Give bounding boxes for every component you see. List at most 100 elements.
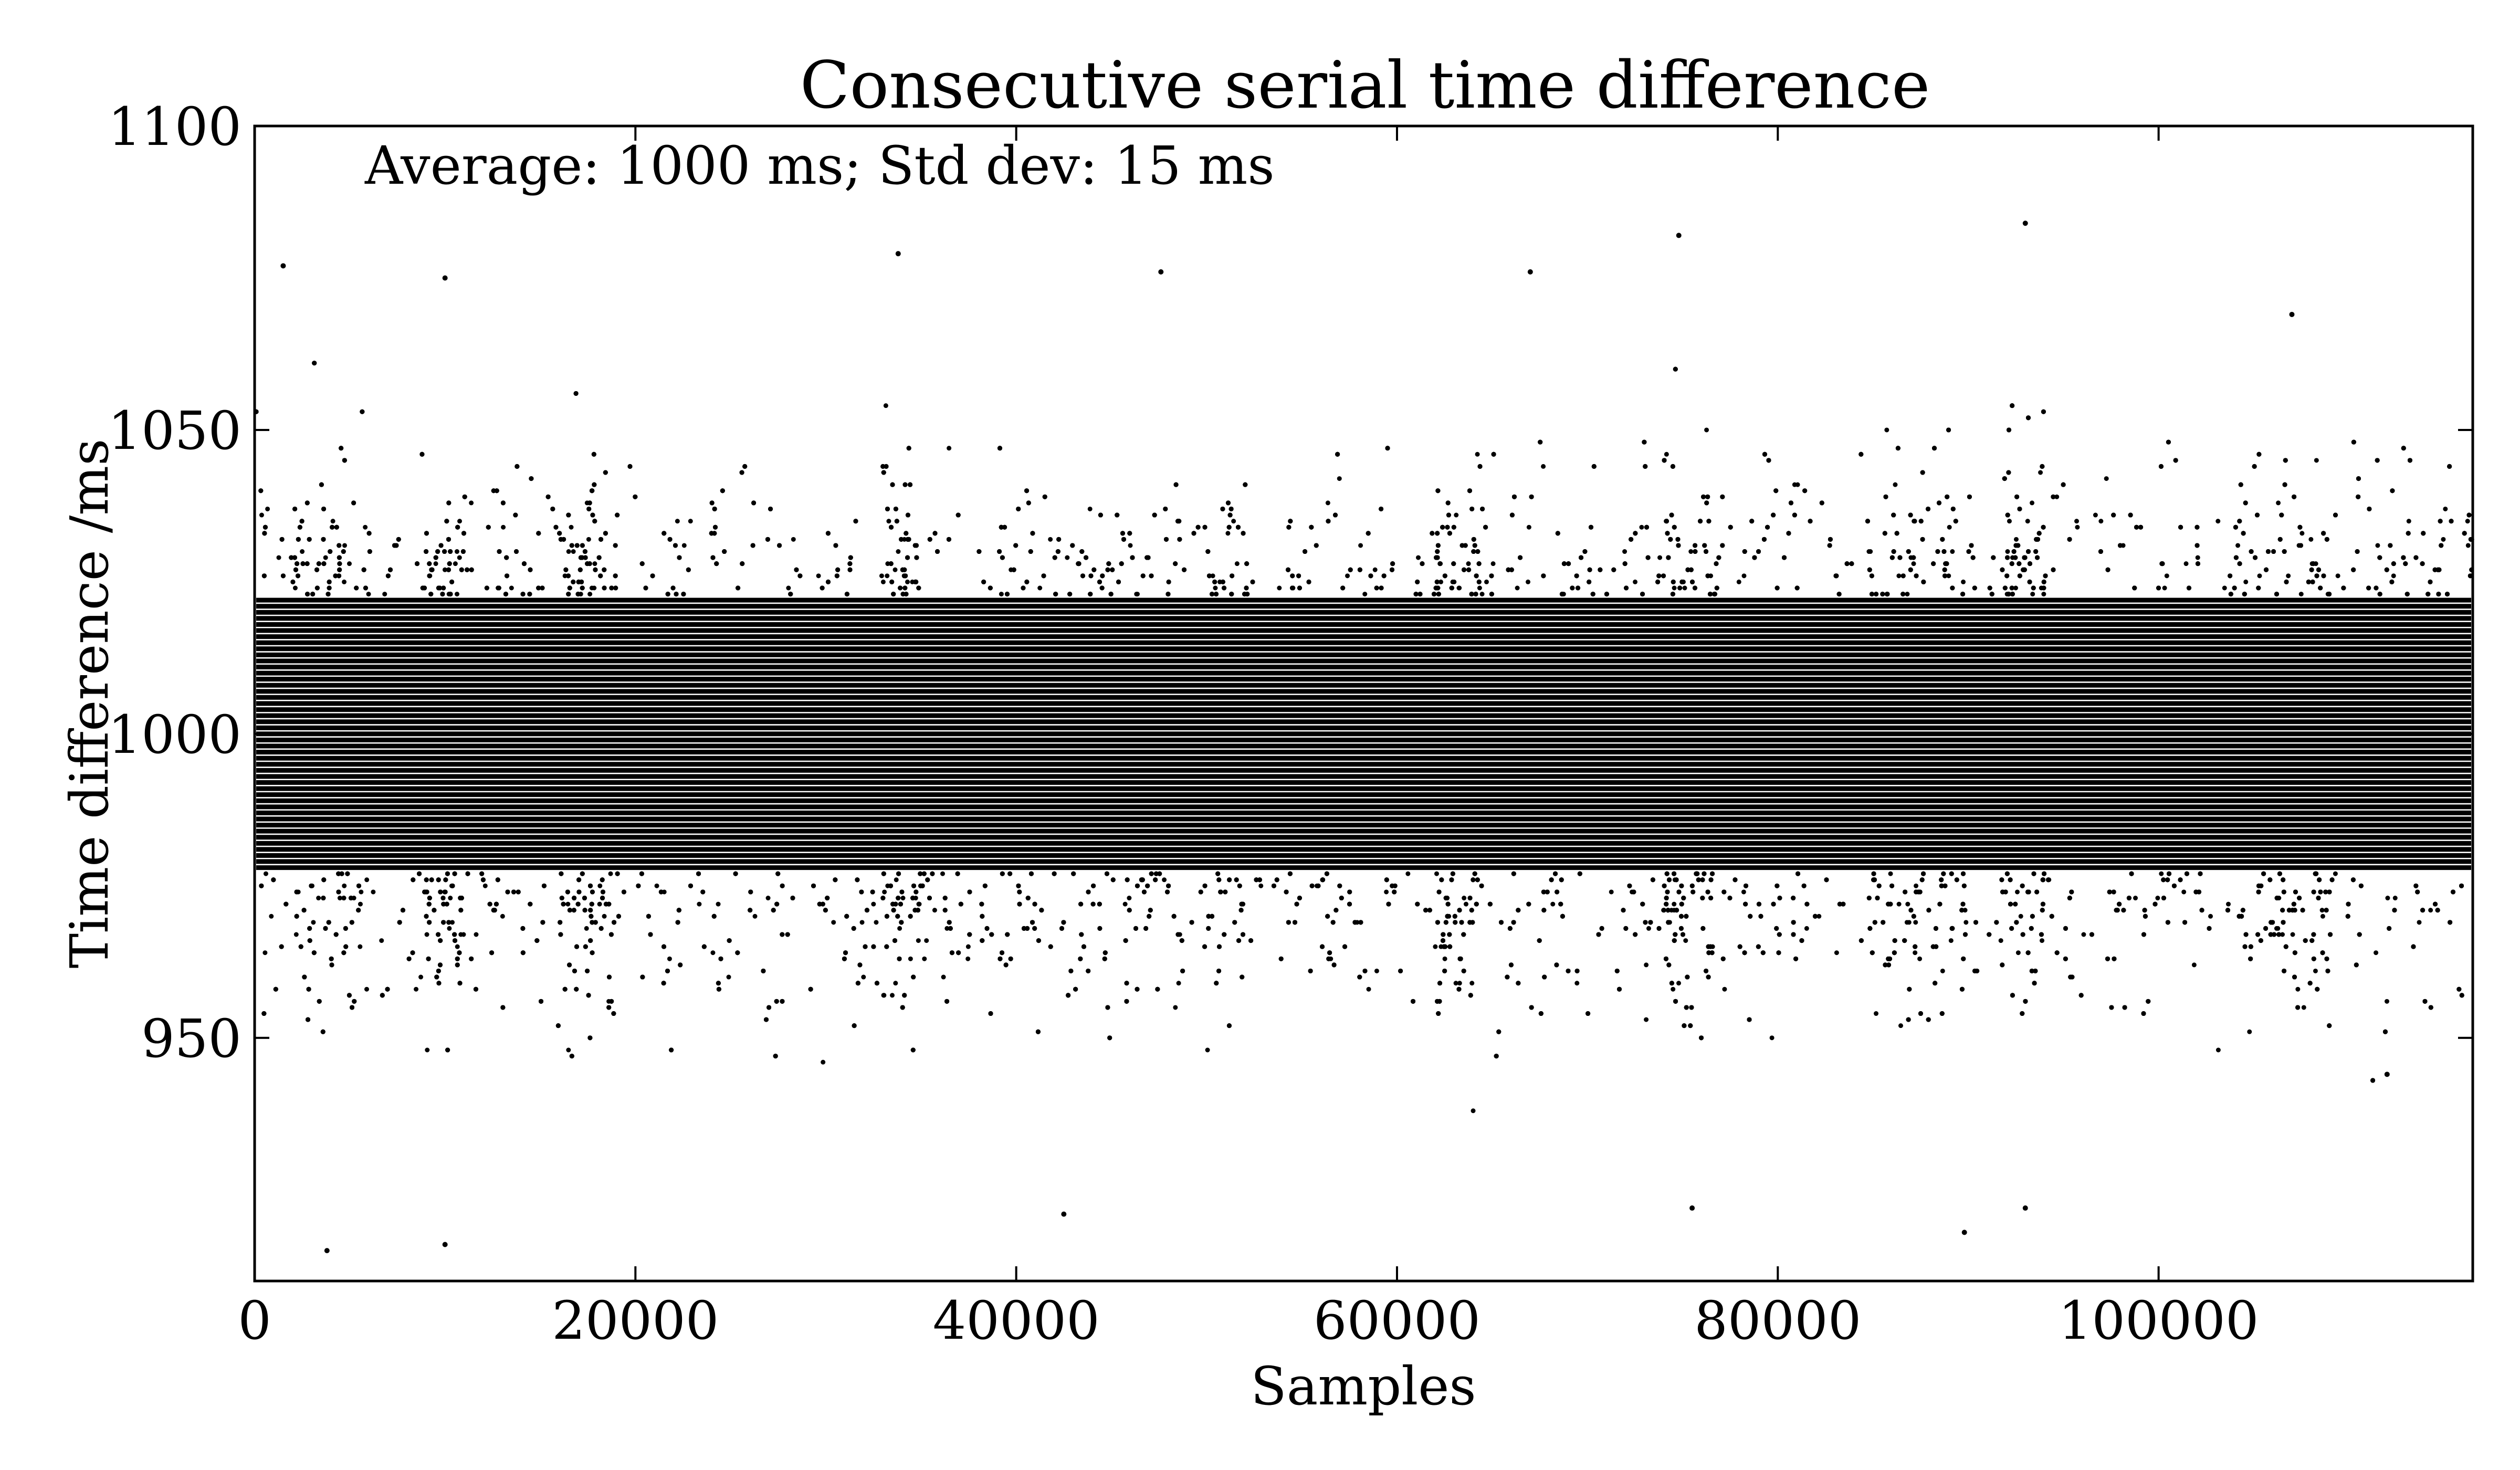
data-point (1372, 567, 1378, 572)
data-point (2005, 549, 2010, 554)
data-point (2030, 500, 2035, 506)
data-point (1688, 549, 1694, 554)
data-point (448, 896, 453, 901)
data-point (2159, 871, 2164, 876)
data-point (454, 549, 459, 554)
data-point (371, 889, 376, 895)
data-point (1466, 561, 1471, 566)
data-point (457, 519, 463, 524)
data-point (1896, 573, 1902, 579)
data-point (501, 524, 506, 530)
data-point (1457, 981, 1462, 986)
data-point (597, 901, 602, 907)
data-point (1639, 524, 1644, 530)
data-point (1722, 986, 1727, 992)
data-point (2098, 519, 2104, 524)
data-point (1176, 981, 1181, 986)
data-point (2041, 592, 2046, 597)
data-point (1898, 1023, 1903, 1028)
data-point (1213, 585, 1218, 591)
data-point (885, 561, 890, 566)
data-point (608, 871, 613, 876)
data-point (861, 974, 866, 980)
data-point (1905, 901, 1910, 907)
data-point (2155, 896, 2160, 901)
data-point (1225, 531, 1231, 536)
data-point (1454, 512, 1459, 518)
data-point (1962, 908, 1968, 913)
data-point (2280, 932, 2285, 937)
data-point (1574, 981, 1580, 986)
data-point (882, 889, 887, 895)
data-point (461, 932, 466, 937)
data-point (1337, 476, 1342, 481)
data-point (859, 920, 865, 925)
data-point (886, 519, 891, 524)
data-point (999, 592, 1004, 597)
data-point (2191, 962, 2197, 968)
data-point (1122, 901, 1128, 907)
data-point (425, 1047, 430, 1053)
data-point (900, 896, 906, 901)
chart-title: Consecutive serial time difference (800, 48, 1930, 123)
data-point (323, 555, 328, 560)
data-point (1362, 592, 1368, 597)
data-point (924, 938, 929, 943)
data-point (2319, 908, 2325, 913)
data-point (358, 901, 363, 907)
data-point (2385, 999, 2390, 1004)
data-point (667, 956, 672, 961)
data-point (300, 549, 305, 554)
data-point (1162, 877, 1167, 883)
data-point (342, 579, 347, 584)
data-point (1795, 482, 1800, 487)
data-point (2216, 519, 2221, 524)
data-point (1134, 592, 1139, 597)
data-point (265, 506, 270, 511)
data-point (453, 561, 458, 566)
data-point (2276, 500, 2281, 506)
data-point (2313, 968, 2318, 973)
data-point (500, 914, 505, 919)
data-point (2335, 573, 2340, 579)
data-point (2054, 494, 2060, 499)
data-point (893, 981, 898, 986)
data-point (1471, 1108, 1476, 1114)
data-point (1671, 986, 1676, 992)
data-point (1964, 920, 1969, 925)
data-point (1477, 585, 1482, 591)
data-point (566, 1047, 571, 1053)
data-point (1950, 549, 1955, 554)
data-point (2465, 543, 2471, 548)
data-point (358, 944, 363, 949)
data-point (831, 920, 836, 925)
data-point (1065, 555, 1070, 560)
data-point (916, 938, 921, 943)
data-point (2308, 537, 2314, 542)
data-point (1234, 561, 1240, 566)
data-point (587, 592, 593, 597)
data-point (2385, 896, 2390, 901)
data-point (330, 519, 335, 524)
data-point (896, 549, 901, 554)
data-point (2417, 920, 2422, 925)
data-point (1374, 968, 1379, 973)
data-point (688, 519, 693, 524)
data-point (2406, 519, 2411, 524)
data-point (1541, 464, 1546, 469)
data-point (1672, 901, 1677, 907)
data-point (1345, 573, 1350, 579)
data-point (2038, 470, 2043, 475)
data-point (276, 555, 281, 560)
data-point (474, 932, 479, 937)
data-point (965, 956, 971, 961)
data-point (1475, 452, 1480, 457)
data-point (424, 932, 429, 937)
data-point (1769, 1035, 1774, 1041)
data-point (2300, 531, 2305, 536)
data-point (2465, 519, 2470, 524)
data-point (697, 901, 702, 907)
data-point (311, 920, 316, 925)
data-point (1961, 579, 1966, 584)
data-point (2093, 512, 2098, 518)
